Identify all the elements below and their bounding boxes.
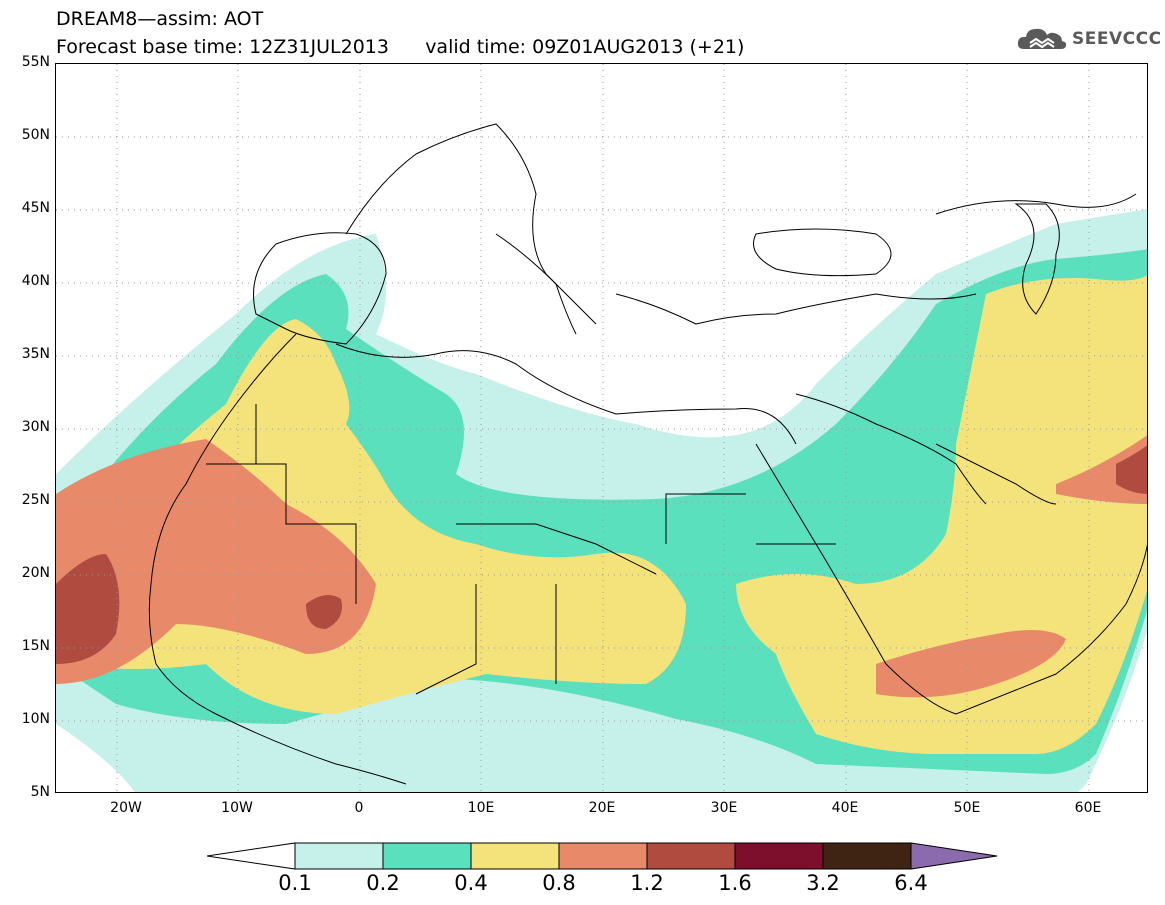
lon-label: 20W [110, 800, 142, 816]
lat-label: 5N [30, 784, 50, 800]
colorbar-segment [470, 842, 560, 870]
contour-0.8 [56, 435, 1147, 698]
lat-label: 30N [21, 419, 50, 435]
colorbar-segment [646, 842, 736, 870]
colorbar-segment [822, 842, 912, 870]
lon-label: 60E [1074, 800, 1102, 816]
lon-label: 0 [354, 800, 364, 816]
lon-label: 40E [831, 800, 859, 816]
lon-label: 50E [953, 800, 981, 816]
graticule [56, 64, 1147, 792]
aot-contours [56, 209, 1147, 792]
cloud-logo-icon [1017, 28, 1067, 49]
lon-label: 10W [221, 800, 253, 816]
lon-label: 10E [467, 800, 495, 816]
colorbar-segment [382, 842, 472, 870]
lat-label: 20N [21, 565, 50, 581]
colorbar-segment [558, 842, 648, 870]
colorbar-label: 0.4 [454, 871, 488, 895]
lat-label: 15N [21, 638, 50, 654]
colorbar-label: 1.6 [718, 871, 752, 895]
logo-text: SEEVCCC [1072, 29, 1162, 49]
colorbar-segment [294, 842, 384, 870]
colorbar-label: 6.4 [894, 871, 928, 895]
colorbar-segment-high [910, 842, 998, 870]
lon-label: 20E [588, 800, 616, 816]
aot-colorbar [207, 842, 998, 870]
aot-field-map [56, 64, 1147, 792]
colorbar-label: 0.1 [278, 871, 312, 895]
colorbar-label: 1.2 [630, 871, 664, 895]
lat-label: 50N [21, 127, 50, 143]
lon-label: 30E [710, 800, 738, 816]
colorbar-label: 0.8 [542, 871, 576, 895]
colorbar-label: 3.2 [806, 871, 840, 895]
lat-label: 40N [21, 273, 50, 289]
forecast-time-line: Forecast base time: 12Z31JUL2013 valid t… [56, 36, 745, 58]
map-panel[interactable] [55, 63, 1148, 793]
colorbar-label: 0.2 [366, 871, 400, 895]
contour-1.2 [56, 445, 1147, 664]
coastlines [148, 123, 1147, 785]
colorbar-segment-low [207, 842, 296, 870]
lat-label: 55N [21, 54, 50, 70]
lat-label: 35N [21, 346, 50, 362]
seevccc-logo: SEEVCCC [1016, 25, 1162, 53]
lat-label: 25N [21, 492, 50, 508]
lat-label: 10N [21, 711, 50, 727]
lat-label: 45N [21, 200, 50, 216]
colorbar-segment [734, 842, 824, 870]
map-title: DREAM8—assim: AOT [56, 8, 264, 30]
